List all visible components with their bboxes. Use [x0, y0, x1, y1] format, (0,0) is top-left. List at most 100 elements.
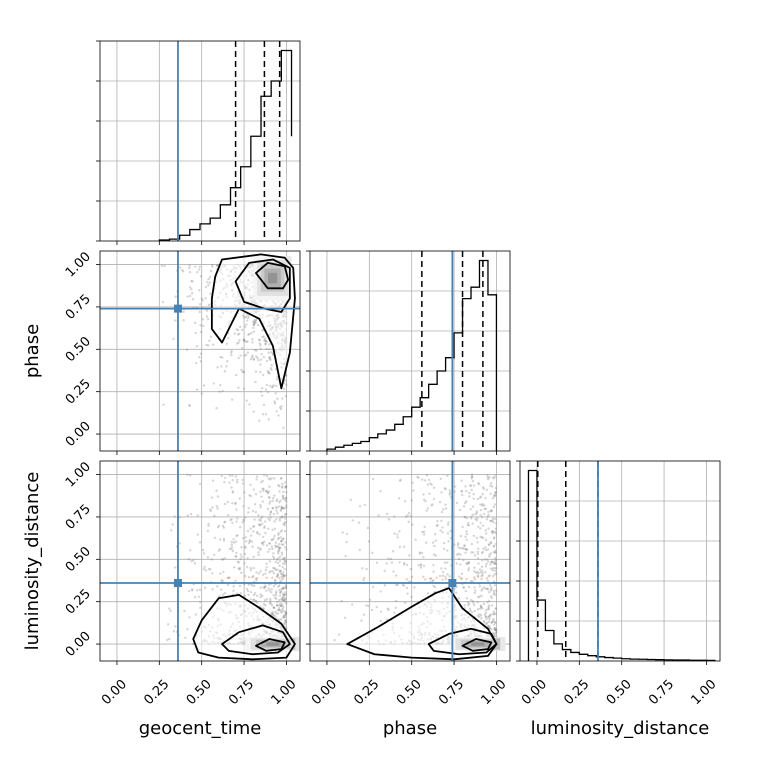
sample-point: [212, 382, 215, 385]
sample-point: [406, 592, 409, 595]
sample-point: [216, 264, 219, 267]
sample-point: [260, 495, 263, 498]
sample-point: [188, 616, 191, 619]
sample-point: [478, 613, 481, 616]
sample-point: [345, 532, 349, 536]
sample-point: [264, 337, 267, 340]
sample-point: [493, 566, 496, 570]
sample-point: [218, 390, 221, 393]
sample-point: [281, 596, 284, 600]
sample-point: [465, 597, 469, 600]
sample-point: [487, 604, 491, 607]
sample-point: [492, 593, 496, 596]
sample-point: [397, 497, 401, 500]
sample-point: [484, 565, 488, 568]
sample-point: [425, 541, 428, 544]
sample-point: [472, 551, 475, 554]
sample-point: [469, 507, 472, 511]
sample-point: [264, 520, 267, 523]
sample-point: [256, 601, 259, 604]
sample-point: [458, 575, 461, 578]
sample-point: [494, 621, 497, 624]
sample-point: [396, 536, 399, 539]
sample-point: [251, 510, 255, 513]
sample-point: [204, 569, 208, 572]
sample-point: [261, 479, 264, 483]
sample-point: [217, 524, 221, 528]
sample-point: [253, 319, 256, 322]
sample-point: [268, 560, 272, 563]
sample-point: [271, 506, 274, 510]
sample-point: [271, 613, 275, 616]
sample-point: [232, 589, 235, 593]
sample-point: [245, 319, 249, 322]
sample-point: [262, 488, 265, 491]
sample-point: [490, 621, 493, 625]
sample-point: [273, 606, 276, 610]
sample-point: [420, 563, 423, 566]
sample-point: [284, 541, 287, 544]
sample-point: [491, 529, 494, 533]
sample-point: [216, 495, 220, 498]
sample-point: [274, 518, 278, 521]
sample-point: [485, 621, 489, 625]
sample-point: [242, 537, 245, 540]
sample-point: [255, 478, 258, 481]
sample-point: [243, 338, 246, 342]
sample-point: [217, 549, 221, 552]
sample-point: [244, 353, 248, 357]
sample-point: [484, 615, 488, 619]
sample-point: [417, 476, 420, 479]
sample-point: [281, 494, 285, 498]
sample-point: [191, 588, 194, 591]
sample-point: [277, 556, 280, 560]
sample-point: [265, 474, 269, 478]
sample-point: [268, 502, 271, 505]
sample-point: [262, 607, 265, 611]
sample-point: [252, 566, 255, 570]
sample-point: [422, 493, 425, 496]
sample-point: [464, 547, 467, 551]
sample-point: [255, 318, 258, 321]
sample-point: [280, 611, 283, 614]
sample-point: [272, 606, 275, 609]
sample-point: [476, 574, 480, 577]
sample-point: [254, 493, 258, 496]
sample-point: [447, 521, 450, 524]
sample-point: [264, 531, 267, 535]
sample-point: [266, 491, 270, 495]
sample-point: [266, 491, 270, 494]
sample-point: [398, 545, 402, 549]
sample-point: [222, 526, 226, 529]
sample-point: [267, 371, 270, 375]
sample-point: [436, 519, 439, 523]
sample-point: [411, 523, 414, 526]
sample-point: [252, 593, 256, 597]
sample-point: [363, 576, 366, 580]
sample-point: [257, 553, 260, 557]
sample-point: [230, 547, 233, 551]
sample-point: [274, 541, 278, 544]
sample-point: [362, 613, 366, 616]
sample-point: [267, 495, 271, 499]
sample-point: [280, 610, 283, 614]
sample-point: [273, 615, 277, 618]
sample-point: [275, 507, 278, 510]
sample-point: [271, 499, 274, 503]
sample-point: [271, 385, 274, 388]
sample-point: [489, 595, 493, 598]
sample-point: [275, 604, 279, 607]
sample-point: [183, 609, 186, 613]
sample-point: [220, 579, 223, 582]
sample-point: [278, 584, 281, 587]
sample-point: [282, 586, 285, 589]
sample-point: [206, 318, 210, 321]
sample-point: [285, 500, 288, 503]
truth-marker: [448, 579, 457, 588]
sample-point: [457, 552, 460, 555]
sample-point: [484, 497, 487, 500]
sample-point: [488, 543, 491, 546]
sample-point: [279, 406, 282, 409]
sample-point: [273, 520, 276, 523]
sample-point: [460, 577, 463, 580]
